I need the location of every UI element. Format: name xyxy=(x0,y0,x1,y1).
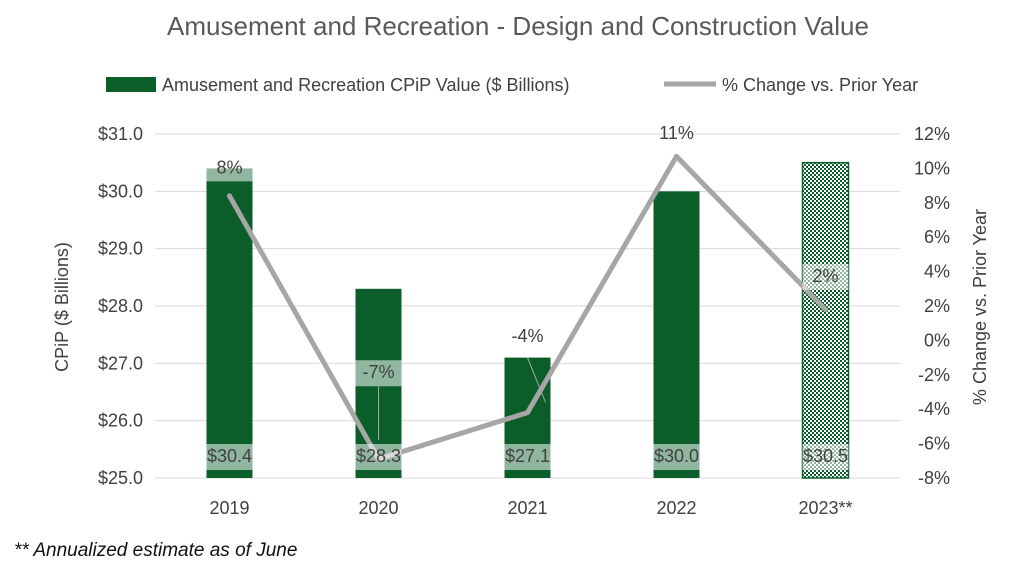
y2-tick-label: -4% xyxy=(918,399,950,419)
legend-label-line: % Change vs. Prior Year xyxy=(722,75,918,95)
footnote: ** Annualized estimate as of June xyxy=(14,540,298,561)
y2-tick-label: 8% xyxy=(924,193,950,213)
pct-change-label: -4% xyxy=(511,326,543,346)
chart-title: Amusement and Recreation - Design and Co… xyxy=(167,11,869,41)
x-tick-label: 2023** xyxy=(798,498,852,518)
y2-tick-label: 4% xyxy=(924,262,950,282)
y2-tick-label: 6% xyxy=(924,227,950,247)
y2-tick-label: 2% xyxy=(924,296,950,316)
bar-value-label: $30.5 xyxy=(803,446,848,466)
pct-change-label-bg xyxy=(802,263,849,290)
x-tick-label: 2022 xyxy=(656,498,696,518)
x-axis-ticks: 2019 2020 2021 2022 2023** xyxy=(209,498,852,518)
y-tick-label: $30.0 xyxy=(98,181,143,201)
x-tick-label: 2021 xyxy=(507,498,547,518)
y-axis-title: CPiP ($ Billions) xyxy=(52,242,72,372)
y-tick-label: $28.0 xyxy=(98,296,143,316)
legend-label-bar: Amusement and Recreation CPiP Value ($ B… xyxy=(162,75,570,95)
y-tick-label: $31.0 xyxy=(98,124,143,144)
y2-tick-label: 0% xyxy=(924,330,950,350)
line-point xyxy=(674,153,679,159)
bar-value-label-bg xyxy=(802,444,849,470)
line-point xyxy=(227,193,232,199)
data-labels: $30.4 $28.3 $27.1 $30.0 $30.5 8% -7% -4% 11% 2% xyxy=(206,123,849,470)
bar-value-label-bg xyxy=(504,444,551,470)
bar-value-label-bg xyxy=(206,444,253,470)
bar xyxy=(653,191,700,479)
bar-value-label: $28.3 xyxy=(356,446,401,466)
bar xyxy=(801,161,850,479)
legend-swatch-bar xyxy=(106,77,156,92)
chart: Amusement and Recreation - Design and Co… xyxy=(52,11,990,518)
pct-change-label-bg xyxy=(206,155,253,182)
bar-value-label: $30.0 xyxy=(654,446,699,466)
legend: Amusement and Recreation CPiP Value ($ B… xyxy=(106,75,918,95)
pct-change-label: -7% xyxy=(362,362,394,382)
y-tick-label: $25.0 xyxy=(98,468,143,488)
y2-axis-title: % Change vs. Prior Year xyxy=(970,209,990,405)
pct-change-label: 8% xyxy=(216,157,242,177)
bar-value-label: $30.4 xyxy=(207,446,252,466)
line-point xyxy=(525,410,530,416)
y2-tick-label: -6% xyxy=(918,434,950,454)
y-tick-label: $27.0 xyxy=(98,353,143,373)
right-axis-ticks: 12% 10% 8% 6% 4% 2% 0% -2% -4% -6% -8% xyxy=(914,124,950,488)
label-leader-line xyxy=(527,357,546,403)
pct-change-label: 2% xyxy=(812,266,838,286)
pct-change-label: 11% xyxy=(659,123,694,143)
bar-value-label: $27.1 xyxy=(505,446,550,466)
y-tick-label: $29.0 xyxy=(98,239,143,259)
left-axis-ticks: $31.0 $30.0 $29.0 $28.0 $27.0 $26.0 $25.0 xyxy=(98,124,143,488)
x-tick-label: 2020 xyxy=(358,498,398,518)
bar-value-label-bg xyxy=(653,444,700,470)
line-point xyxy=(823,306,828,312)
y2-tick-label: 12% xyxy=(914,124,950,144)
y2-tick-label: -2% xyxy=(918,365,950,385)
percent-change-line xyxy=(227,153,828,462)
y2-tick-label: 10% xyxy=(914,158,950,178)
y-tick-label: $26.0 xyxy=(98,411,143,431)
y2-tick-label: -8% xyxy=(918,468,950,488)
bar xyxy=(206,168,253,478)
pct-change-label-bg xyxy=(355,360,402,387)
bar-value-label-bg xyxy=(355,444,402,470)
x-tick-label: 2019 xyxy=(209,498,249,518)
